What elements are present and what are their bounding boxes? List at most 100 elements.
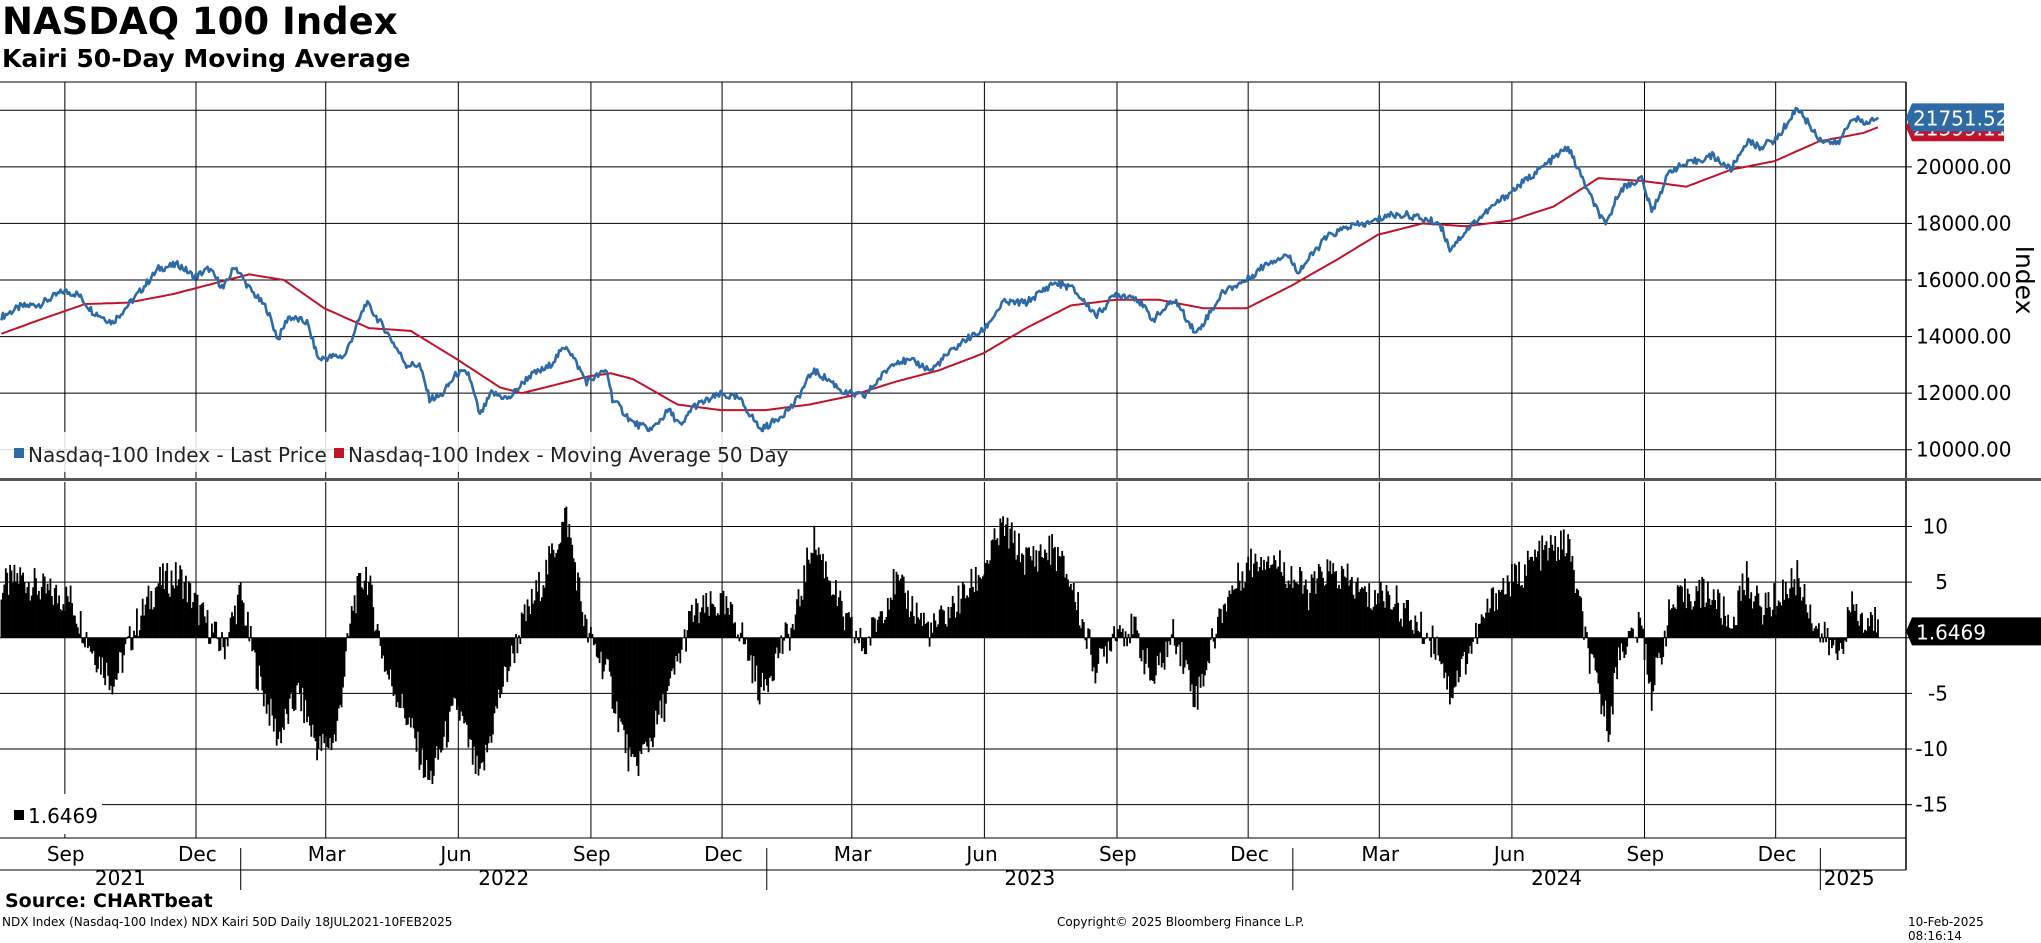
- kairi-bar: [851, 617, 853, 638]
- kairi-bar: [1474, 638, 1476, 639]
- ytick-upper-label-0: 10000.00: [1916, 438, 2011, 462]
- month-label-11: Jun: [1492, 842, 1525, 866]
- kairi-bar: [221, 632, 223, 638]
- kairi-bar: [224, 638, 226, 660]
- kairi-bar: [592, 634, 594, 638]
- kairi-bar: [1822, 638, 1824, 643]
- kairi-bar: [1110, 638, 1112, 652]
- last-value-label-kairi: 1.6469: [1916, 620, 1986, 644]
- kairi-bar: [1180, 638, 1182, 666]
- kairi-bar: [248, 638, 250, 642]
- kairi-bar: [1172, 619, 1174, 638]
- kairi-bar: [1472, 638, 1474, 642]
- kairi-bar: [788, 634, 790, 638]
- kairi-bar: [126, 638, 128, 639]
- kairi-bar: [681, 638, 683, 650]
- kairi-bar: [1131, 614, 1133, 638]
- legend-price-label: Nasdaq-100 Index - Last Price: [28, 443, 327, 467]
- kairi-bar: [345, 638, 347, 652]
- legend-price-swatch: [14, 448, 24, 458]
- kairi-bar: [1425, 638, 1427, 639]
- month-label-6: Mar: [834, 842, 873, 866]
- kairi-bar: [1210, 638, 1212, 640]
- month-label-8: Sep: [1099, 842, 1137, 866]
- kairi-bar: [1824, 622, 1826, 638]
- kairi-bar: [378, 631, 380, 638]
- month-label-7: Jun: [964, 842, 997, 866]
- kairi-bar: [789, 638, 791, 651]
- month-label-10: Mar: [1361, 842, 1400, 866]
- kairi-bar: [741, 622, 743, 637]
- kairi-bar: [1845, 638, 1847, 642]
- kairi-bar: [1086, 638, 1088, 649]
- kairi-bar: [1475, 623, 1477, 638]
- kairi-bar: [1169, 638, 1171, 645]
- kairi-bar: [1642, 629, 1644, 638]
- ytick-upper-label-2: 14000.00: [1916, 325, 2011, 349]
- kairi-bar: [227, 638, 229, 647]
- kairi-bar: [1138, 633, 1140, 638]
- kairi-bar: [1089, 629, 1091, 638]
- kairi-bar: [132, 638, 134, 650]
- kairi-bar: [1818, 623, 1820, 638]
- kairi-bar: [514, 638, 516, 663]
- kairi-bar: [1662, 638, 1664, 657]
- kairi-bar: [779, 638, 781, 653]
- kairi-bar: [1116, 638, 1118, 642]
- kairi-bar: [518, 635, 520, 638]
- kairi-bar: [854, 638, 856, 643]
- kairi-bar: [1635, 637, 1637, 638]
- kairi-bar: [860, 628, 862, 638]
- month-label-2: Mar: [308, 842, 347, 866]
- month-label-4: Sep: [573, 842, 611, 866]
- kairi-bar: [1430, 638, 1432, 658]
- kairi-bar: [1208, 638, 1210, 663]
- ytick-upper-label-1: 12000.00: [1916, 381, 2011, 405]
- kairi-bars: [1, 507, 1879, 784]
- kairi-bar: [1636, 638, 1638, 643]
- kairi-bar: [783, 638, 785, 641]
- ytick-lower-label-4: 5: [1935, 570, 1948, 594]
- kairi-bar: [1432, 626, 1434, 638]
- kairi-bar: [1126, 638, 1128, 646]
- kairi-bar: [1828, 638, 1830, 655]
- month-label-12: Sep: [1627, 842, 1665, 866]
- legend-ma-swatch: [334, 448, 344, 458]
- kairi-bar: [1821, 633, 1823, 637]
- year-label-0: 2021: [95, 866, 146, 890]
- kairi-bar: [929, 638, 931, 647]
- kairi-bar: [1122, 629, 1124, 638]
- kairi-bar: [1582, 611, 1584, 638]
- kairi-bar: [739, 638, 741, 642]
- year-label-3: 2024: [1531, 866, 1582, 890]
- kairi-bar: [207, 610, 209, 638]
- footer-copyright: Copyright© 2025 Bloomberg Finance L.P.: [1057, 915, 1304, 929]
- month-label-9: Dec: [1230, 842, 1269, 866]
- panel-divider: [0, 478, 2041, 481]
- kairi-bar: [1083, 622, 1085, 638]
- series-line-last-price: [1, 108, 1878, 432]
- kairi-bar: [1825, 638, 1827, 642]
- kairi-bar: [870, 638, 872, 646]
- ytick-lower-label-1: -10: [1915, 737, 1948, 761]
- footer-timestamp: 10-Feb-2025 08:16:14: [1908, 915, 2041, 943]
- ytick-lower-label-2: -5: [1928, 681, 1948, 705]
- ytick-upper-label-5: 20000.00: [1916, 155, 2011, 179]
- month-label-5: Dec: [704, 842, 743, 866]
- kairi-bar: [1211, 628, 1213, 638]
- kairi-bar: [1426, 633, 1428, 638]
- month-label-3: Jun: [438, 842, 471, 866]
- kairi-bar: [80, 611, 82, 638]
- legend-kairi-swatch: [14, 810, 24, 820]
- kairi-bar: [129, 626, 131, 638]
- kairi-bar: [1128, 634, 1130, 638]
- kairi-bar: [685, 638, 687, 652]
- kairi-bar: [737, 635, 739, 638]
- year-label-2: 2023: [1004, 866, 1055, 890]
- kairi-bar: [1626, 638, 1628, 647]
- kairi-bar: [858, 638, 860, 643]
- kairi-bar: [865, 638, 867, 654]
- ytick-lower-label-5: 10: [1923, 515, 1948, 539]
- kairi-bar: [734, 622, 736, 638]
